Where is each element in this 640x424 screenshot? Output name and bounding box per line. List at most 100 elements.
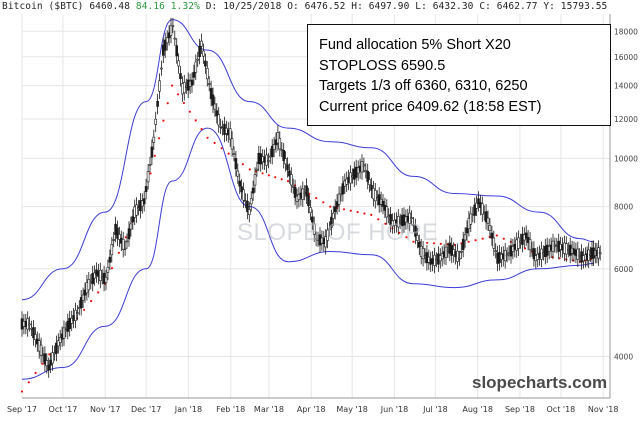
note-line-targets: Targets 1/3 off 6360, 6310, 6250 (319, 78, 528, 94)
candle-body (477, 198, 480, 205)
candle-body (192, 71, 196, 78)
candle-body (412, 224, 415, 226)
candle-body (238, 180, 241, 187)
sar-dot (356, 211, 359, 214)
sar-dot (412, 240, 415, 243)
candle-body (74, 309, 77, 321)
sar-dot (158, 137, 161, 140)
note-line-allocation: Fund allocation 5% Short X20 (319, 37, 511, 53)
candle-body (475, 202, 478, 209)
sar-dot (48, 353, 51, 356)
candle-body (68, 317, 71, 329)
candle-body (270, 146, 274, 158)
candle-body (177, 60, 180, 67)
candle-body (414, 225, 417, 237)
sar-dot (467, 240, 470, 243)
candle-body (121, 239, 125, 251)
candle-body (282, 150, 286, 162)
candle-body (183, 82, 186, 94)
candle-body (142, 198, 146, 205)
candle-body (385, 206, 389, 218)
candle-body (221, 127, 224, 130)
bollinger-layer (21, 19, 594, 380)
candle-body (326, 229, 329, 241)
candle-body (81, 294, 85, 301)
candle-body (480, 203, 484, 215)
sar-dot (248, 168, 251, 171)
candle-body (305, 185, 308, 197)
candle-body (484, 211, 488, 223)
sar-dot (176, 93, 180, 96)
candle-body (339, 193, 343, 196)
x-tick-label: Jan '18 (174, 405, 202, 414)
y-tick-label: 16000 (614, 53, 638, 62)
candle-body (45, 360, 49, 367)
candle-body (106, 266, 110, 273)
sar-dot (153, 154, 156, 157)
candle-body (349, 172, 352, 184)
x-tick-label: Oct '17 (49, 405, 78, 414)
sar-dot (182, 101, 185, 105)
candle-body (276, 132, 280, 144)
sar-dot (495, 234, 498, 237)
candle-body (28, 323, 31, 326)
candle-body (58, 336, 62, 343)
candle-body (307, 195, 310, 207)
candle-body (198, 45, 201, 57)
candle-body (217, 114, 220, 126)
candle-body (51, 352, 54, 364)
sar-dot (267, 174, 270, 177)
candle-body (444, 246, 448, 258)
candle-body (93, 272, 96, 279)
candle-body (175, 45, 178, 57)
candle-body (246, 200, 249, 212)
sar-dot (398, 231, 401, 234)
candle-body (312, 223, 316, 235)
sar-dot (426, 241, 429, 244)
x-tick-label: Feb '18 (216, 405, 245, 414)
candle-body (463, 234, 467, 241)
note-line-current-price: Current price 6409.62 (18:58 EST) (319, 98, 542, 115)
candle-body (459, 251, 463, 253)
ticker-label: Bitcoin ($BTC) (2, 1, 84, 12)
candle-body (416, 235, 419, 241)
note-line-stoploss: STOPLOSS 6590.5 (319, 57, 446, 74)
candle-body (288, 170, 291, 177)
price-change: 84.16 1.32% (135, 1, 200, 12)
candle-body (78, 307, 81, 309)
candle-body (564, 243, 568, 255)
candle-body (242, 189, 245, 201)
x-tick-label: Jul '18 (422, 405, 448, 414)
candle-body (207, 83, 211, 85)
candle-body (211, 94, 215, 106)
y-tick-label: 4000 (614, 352, 633, 361)
sar-dot (322, 201, 325, 204)
sar-dot (342, 208, 346, 211)
candle-body (118, 234, 121, 240)
candle-body (551, 240, 555, 252)
candle-body (135, 204, 138, 216)
candle-body (99, 269, 102, 281)
candle-body (236, 170, 240, 177)
brand-label: slopecharts.com (472, 373, 608, 392)
x-tick-label: Nov '17 (90, 405, 121, 414)
candle-body (56, 340, 60, 347)
candle-body (284, 158, 287, 165)
sar-dot (349, 209, 352, 212)
candle-body (253, 174, 257, 186)
sar-dot (166, 102, 169, 105)
candle-body (291, 185, 295, 188)
candle-body (62, 327, 66, 339)
sar-dot (481, 237, 484, 240)
candle-layer (20, 17, 602, 378)
candle-body (55, 342, 58, 354)
sar-dot (439, 242, 442, 245)
candle-body (104, 276, 108, 283)
y-tick-label: 10000 (614, 154, 638, 163)
candle-body (532, 248, 536, 260)
candle-body (370, 184, 373, 191)
candle-body (251, 187, 255, 194)
close-value: C: 6462.77 (479, 1, 538, 12)
candle-body (272, 144, 276, 150)
